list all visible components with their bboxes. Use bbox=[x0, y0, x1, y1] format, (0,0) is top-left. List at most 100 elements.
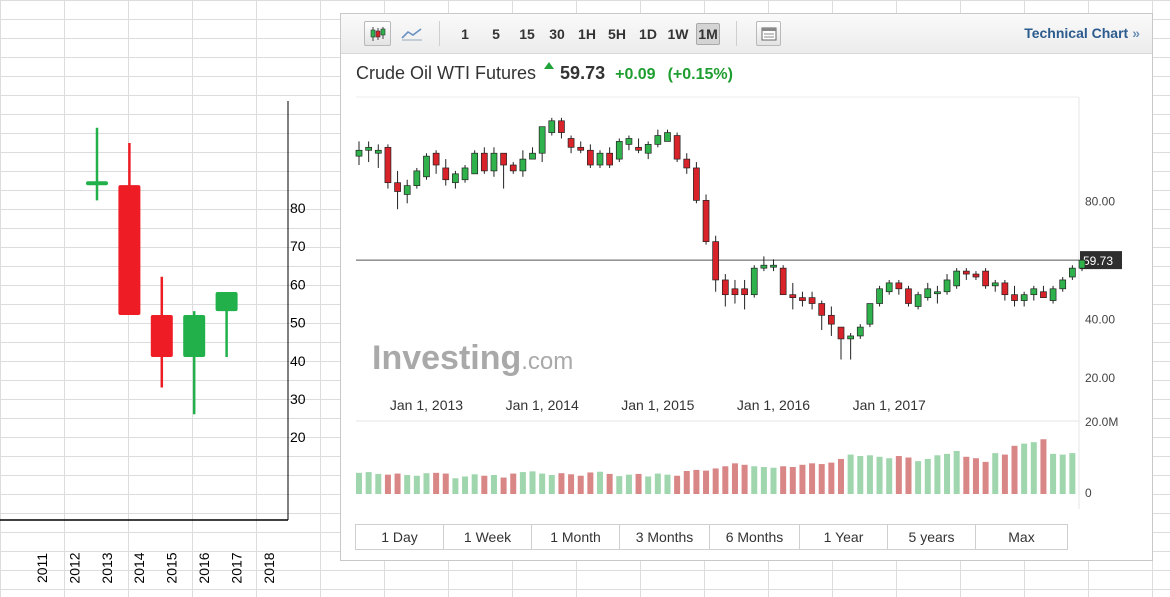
price-candle bbox=[365, 141, 372, 163]
price-candle bbox=[856, 324, 864, 339]
volume-bar bbox=[375, 473, 382, 494]
interval-1h[interactable]: 1H bbox=[578, 26, 596, 42]
x-tick-label: 2014 bbox=[131, 552, 147, 583]
price-candle bbox=[876, 285, 883, 307]
volume-bar bbox=[645, 476, 652, 494]
range-1-month[interactable]: 1 Month bbox=[532, 525, 620, 549]
interval-5h[interactable]: 5H bbox=[608, 26, 626, 42]
interval-30[interactable]: 30 bbox=[549, 26, 565, 42]
date-tick-label: Jan 1, 2014 bbox=[506, 397, 579, 413]
range-max[interactable]: Max bbox=[1008, 529, 1035, 545]
y-tick-label: 20 bbox=[290, 429, 306, 445]
interval-1[interactable]: 1 bbox=[461, 26, 469, 42]
price-candle bbox=[770, 259, 777, 272]
price-candle bbox=[538, 126, 546, 163]
volume-bar bbox=[384, 474, 391, 494]
price-candle bbox=[1030, 285, 1038, 301]
volume-tick-label: 20.0M bbox=[1085, 415, 1118, 429]
volume-bar bbox=[1001, 454, 1008, 494]
volume-bar bbox=[741, 464, 748, 494]
volume-bar bbox=[462, 476, 469, 494]
candle-2013 bbox=[86, 127, 108, 201]
price-candle bbox=[664, 129, 671, 142]
price-candle bbox=[712, 235, 720, 292]
price-candle bbox=[432, 150, 440, 174]
interval-5[interactable]: 5 bbox=[492, 26, 500, 42]
volume-bar bbox=[712, 468, 719, 494]
volume-bar bbox=[838, 458, 844, 494]
volume-bar bbox=[404, 475, 411, 494]
volume-bar bbox=[664, 474, 671, 494]
range-1-year[interactable]: 1 Year bbox=[800, 525, 888, 549]
volume-bar bbox=[500, 477, 507, 494]
y-tick-label: 60 bbox=[290, 276, 306, 292]
range-6-months[interactable]: 6 Months bbox=[710, 525, 800, 549]
y-tick-label: 80 bbox=[290, 200, 306, 216]
price-candle bbox=[587, 144, 594, 168]
price-tick-label: 20.00 bbox=[1085, 371, 1115, 385]
volume-bar bbox=[876, 456, 883, 494]
volume-bar bbox=[519, 472, 526, 494]
watermark-brand: Investing bbox=[372, 339, 521, 377]
price-candle bbox=[374, 144, 382, 168]
x-tick-label: 2013 bbox=[99, 552, 115, 583]
volume-bar bbox=[625, 474, 632, 494]
price-candle bbox=[982, 268, 989, 289]
line-chart-icon[interactable] bbox=[398, 21, 425, 46]
price-candle bbox=[721, 274, 729, 307]
volume-bar bbox=[722, 466, 729, 494]
candlestick-chart-icon[interactable] bbox=[364, 21, 391, 46]
price-candle bbox=[529, 147, 536, 160]
price-candle bbox=[461, 165, 469, 183]
volume-bar bbox=[847, 454, 854, 494]
volume-bar bbox=[452, 478, 459, 494]
interval-15[interactable]: 15 bbox=[519, 26, 535, 42]
price-candle bbox=[991, 279, 999, 292]
last-price: 59.73 bbox=[560, 63, 606, 83]
interval-1d[interactable]: 1D bbox=[639, 26, 657, 42]
price-candle bbox=[702, 194, 710, 245]
volume-bar bbox=[982, 461, 989, 494]
volume-bar bbox=[1069, 453, 1076, 494]
price-candle bbox=[509, 162, 517, 174]
chart-layout-icon[interactable] bbox=[756, 21, 781, 46]
price-tick-label: 80.00 bbox=[1085, 194, 1115, 208]
volume-bar bbox=[1059, 454, 1066, 494]
interval-1w[interactable]: 1W bbox=[667, 26, 689, 42]
price-candle bbox=[683, 153, 691, 174]
price-candle bbox=[1020, 291, 1028, 307]
volume-bar bbox=[818, 464, 825, 494]
x-tick-label: 2018 bbox=[261, 552, 277, 583]
range-5-years[interactable]: 5 years bbox=[888, 525, 976, 549]
price-candle bbox=[934, 285, 941, 304]
candle-2017 bbox=[215, 292, 238, 357]
current-price-tag bbox=[1080, 251, 1122, 270]
price-candle bbox=[471, 150, 479, 175]
price-candle bbox=[1001, 279, 1009, 301]
volume-bar bbox=[394, 473, 401, 494]
interval-1m[interactable]: 1M bbox=[696, 23, 720, 45]
volume-bar bbox=[693, 469, 700, 494]
range-3-months[interactable]: 3 Months bbox=[620, 525, 710, 549]
range-1-week[interactable]: 1 Week bbox=[444, 525, 532, 549]
toolbar-separator bbox=[736, 21, 737, 46]
volume-bar bbox=[606, 473, 613, 494]
volume-bar bbox=[471, 474, 478, 494]
volume-bar bbox=[356, 472, 362, 494]
price-candle bbox=[1011, 285, 1018, 307]
volume-bar bbox=[568, 474, 575, 494]
volume-bar bbox=[1040, 439, 1047, 494]
volume-bar bbox=[934, 455, 941, 494]
range-1-day[interactable]: 1 Day bbox=[356, 525, 444, 549]
volume-bar bbox=[529, 471, 536, 494]
price-candle bbox=[1049, 285, 1057, 304]
price-chart[interactable]: 80.00 40.00 20.00 Jan 1, 2013 Jan 1, 2014 Jan… bbox=[341, 94, 1152, 519]
price-candle bbox=[1040, 285, 1047, 298]
annual-candlestick-chart: 20 30 40 50 60 70 80 2011 2012 2013 2014 2015 2016 20… bbox=[0, 101, 306, 584]
volume-bar bbox=[751, 466, 758, 494]
volume-bar bbox=[828, 462, 835, 494]
x-tick-label: 2011 bbox=[34, 553, 50, 583]
volume-tick-label: 0 bbox=[1085, 486, 1092, 500]
price-candle bbox=[789, 282, 797, 310]
technical-chart-link[interactable]: Technical Chart» bbox=[1024, 25, 1140, 41]
